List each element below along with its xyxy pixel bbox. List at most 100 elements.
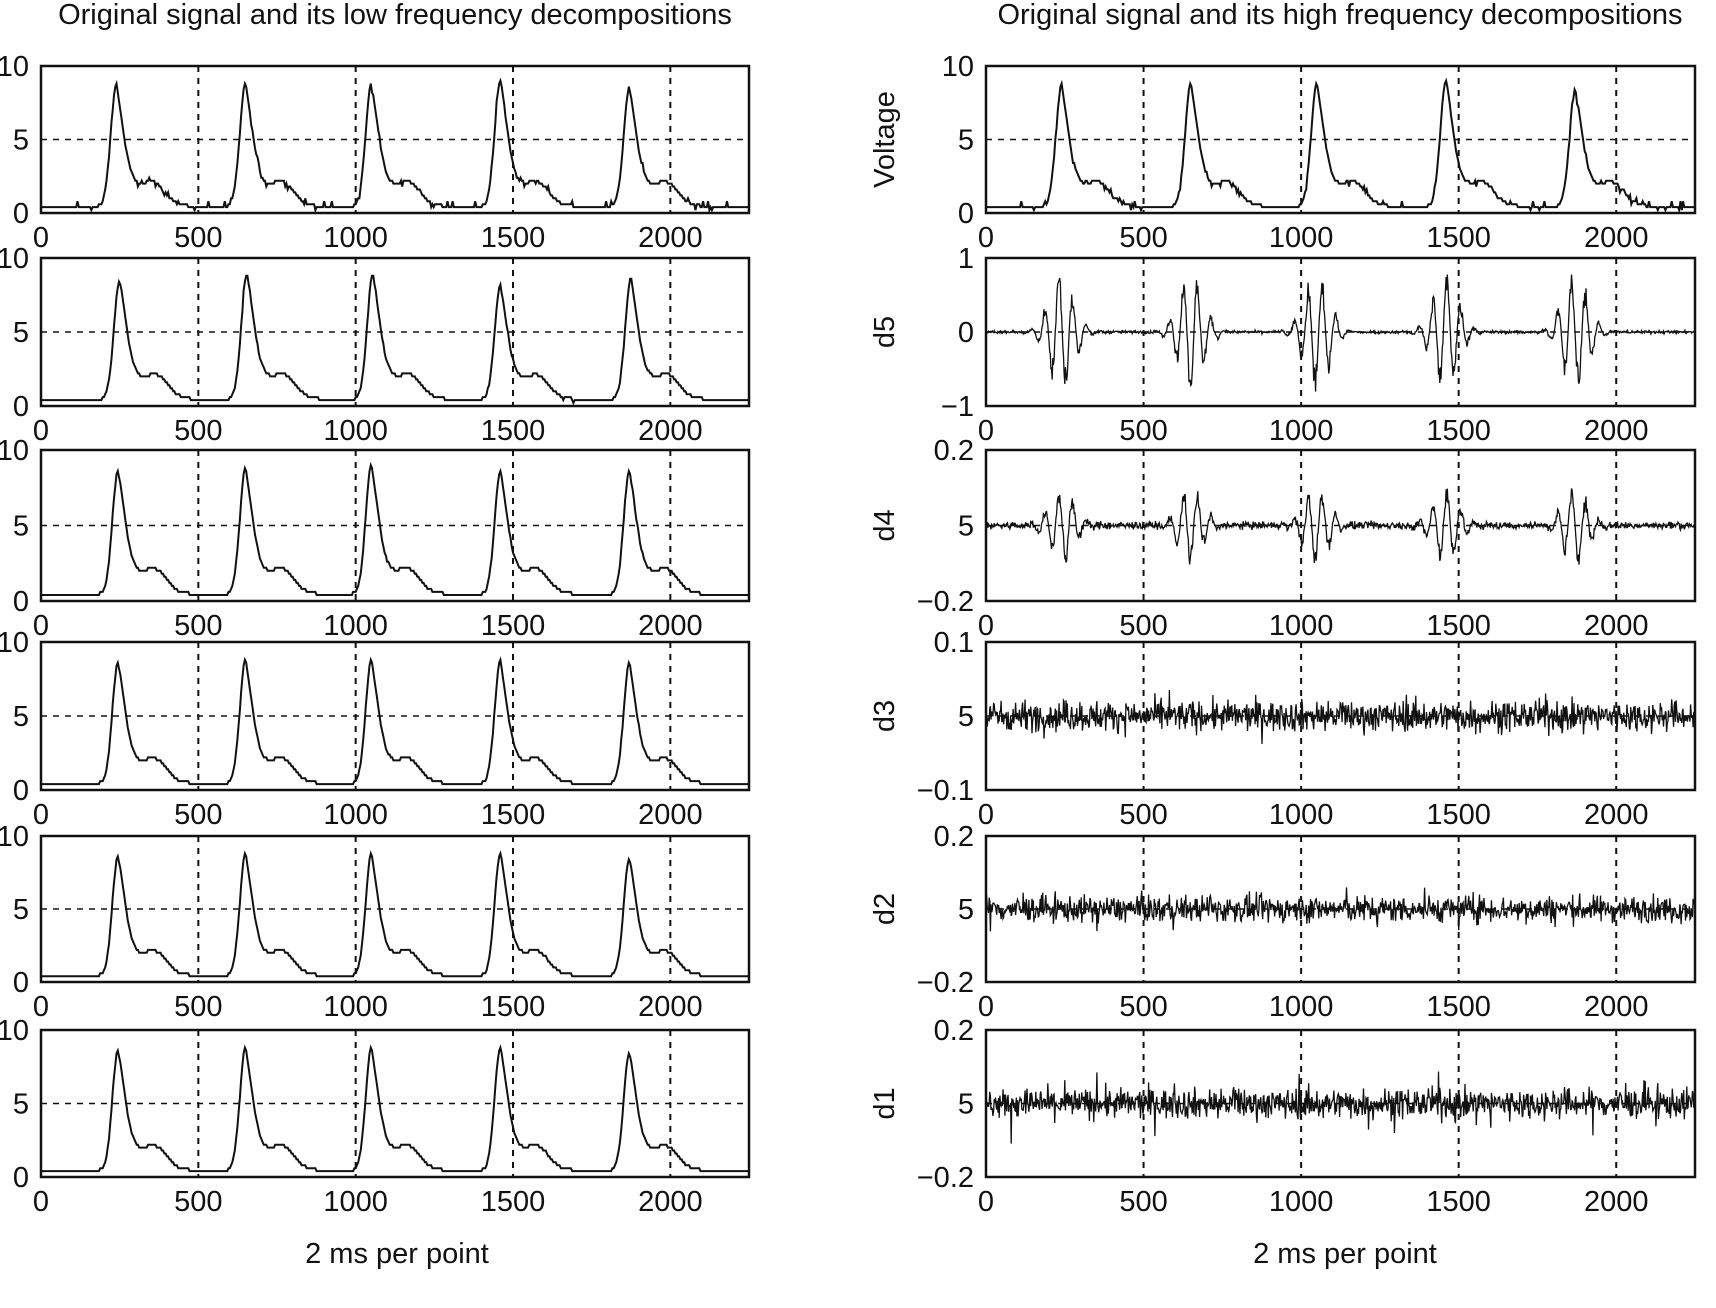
y-axis-label: d4 [869,509,901,541]
right-chart-title: Original signal and its high frequency d… [997,0,1682,31]
series-line [985,689,1696,745]
plot-frame [39,64,751,215]
x-tick-label: 0 [978,991,994,1023]
plot-frame [984,1028,1697,1179]
x-tick-label: 2000 [638,610,703,642]
x-tick-label: 2000 [1584,222,1649,254]
y-tick-label: 10 [0,1015,29,1047]
x-tick-label: 2000 [1584,1186,1649,1218]
x-tick-label: 1500 [1426,799,1491,831]
series-line [41,461,749,596]
x-tick-label: 1000 [323,1186,388,1218]
series-line [985,274,1696,392]
x-tick-label: 2000 [638,222,703,254]
y-tick-label: 0.2 [934,435,974,467]
x-tick-label: 1500 [1426,1186,1491,1218]
x-tick-label: 2000 [1584,415,1649,447]
plot-frame [39,640,751,792]
x-tick-label: 500 [174,610,222,642]
x-tick-label: 1000 [323,610,388,642]
x-tick-label: 0 [33,415,49,447]
y-tick-label: 1 [958,243,974,275]
x-tick-label: 500 [1119,1186,1167,1218]
y-tick-label: 10 [0,821,29,853]
x-tick-label: 500 [174,415,222,447]
y-axis-label: d5 [869,316,901,348]
plot-frame [39,256,751,408]
y-tick-label: 5 [13,511,29,543]
y-tick-label: −1 [941,391,974,423]
plot-frame [984,64,1697,215]
y-tick-label: 0 [13,967,29,999]
y-tick-label: 10 [0,51,29,83]
y-tick-label: 5 [13,701,29,733]
left-x-axis-label: 2 ms per point [305,1238,489,1270]
x-tick-label: 1000 [1269,1186,1334,1218]
x-tick-label: 500 [174,222,222,254]
y-tick-label: 0 [958,317,974,349]
y-tick-label: −0.2 [917,1162,974,1194]
plot-frame [984,448,1697,603]
series-line [985,1071,1696,1144]
y-tick-label: 5 [13,125,29,157]
y-tick-label: 0.2 [934,1015,974,1047]
x-tick-label: 500 [1119,610,1167,642]
y-tick-label: 0 [13,586,29,618]
x-tick-label: 0 [978,415,994,447]
x-tick-label: 1500 [481,1186,546,1218]
x-tick-label: 0 [978,610,994,642]
y-tick-label: 5 [958,701,974,733]
y-tick-label: 0 [13,1162,29,1194]
y-tick-label: 0 [13,775,29,807]
plot-frame [39,1028,751,1179]
y-tick-label: 5 [13,894,29,926]
y-tick-label: 5 [958,125,974,157]
panel-high-6: 0.2 5 −0.20 500 1000 1500 2000 d1 [869,1015,1697,1218]
y-tick-label: 5 [13,317,29,349]
plot-frame [984,256,1697,408]
y-tick-label: 5 [13,1089,29,1121]
x-tick-label: 1000 [323,415,388,447]
y-axis-label: d1 [869,1087,901,1119]
x-tick-label: 0 [33,1186,49,1218]
x-tick-label: 1500 [481,799,546,831]
x-tick-label: 0 [33,991,49,1023]
series-line [41,1044,749,1173]
y-tick-label: 0.1 [934,627,974,659]
x-tick-label: 0 [33,222,49,254]
x-tick-label: 1000 [1269,610,1334,642]
y-axis-label: d3 [869,700,901,732]
y-tick-label: 10 [0,243,29,275]
x-tick-label: 1500 [1426,415,1491,447]
y-tick-label: 10 [0,435,29,467]
x-tick-label: 2000 [638,415,703,447]
plot-frame [39,834,751,984]
y-tick-label: 0 [13,391,29,423]
x-tick-label: 500 [1119,222,1167,254]
panel-high-4: 0.1 5 −0.10 500 1000 1500 2000 d3 [869,627,1697,831]
x-tick-label: 1500 [481,222,546,254]
x-tick-label: 1500 [1426,991,1491,1023]
y-tick-label: −0.2 [917,967,974,999]
x-tick-label: 1000 [1269,415,1334,447]
y-tick-label: 0 [958,198,974,230]
panel-high-3: 0.2 5 −0.20 500 1000 1500 2000 d4 [869,435,1697,642]
x-tick-label: 1500 [1426,222,1491,254]
y-tick-label: 0.2 [934,821,974,853]
series-line [41,274,749,406]
y-tick-label: −0.2 [917,586,974,618]
x-tick-label: 2000 [1584,799,1649,831]
x-tick-label: 1000 [1269,799,1334,831]
y-tick-label: 5 [958,894,974,926]
x-tick-label: 500 [174,799,222,831]
left-chart-title: Original signal and its low frequency de… [58,0,732,31]
right-x-axis-label: 2 ms per point [1253,1238,1437,1270]
y-tick-label: 10 [942,51,974,83]
y-tick-label: 0 [13,198,29,230]
